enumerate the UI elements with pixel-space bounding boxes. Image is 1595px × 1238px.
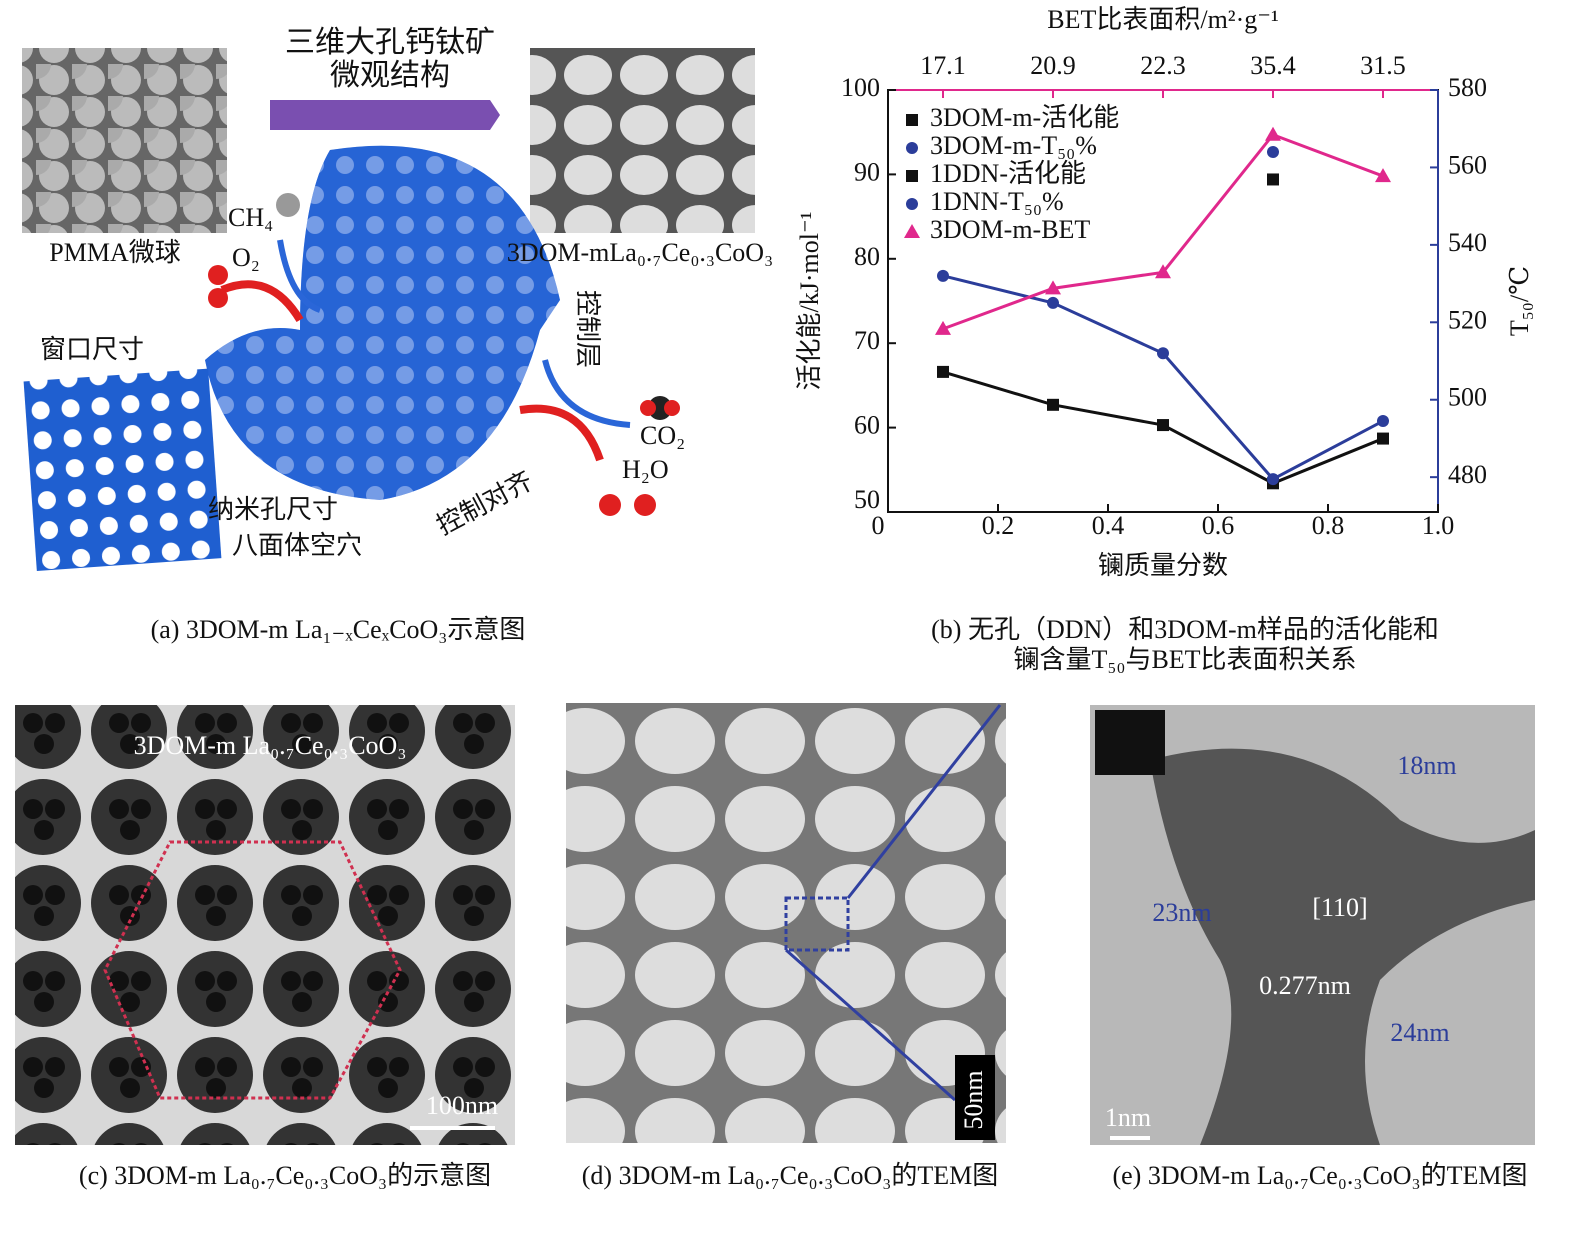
caption: (c) 3DOM-m La₀.₇Ce₀.₃CoO₃的示意图 — [79, 1161, 491, 1190]
y-tick-label: 60 — [854, 411, 880, 440]
marker — [1047, 398, 1059, 411]
x-tick-label: 0.6 — [1202, 511, 1235, 540]
panel-d-image — [566, 703, 1006, 1143]
x-tick-label: 0 — [872, 511, 885, 540]
marker — [1045, 280, 1061, 295]
caption: (e) 3DOM-m La₀.₇Ce₀.₃CoO₃的TEM图 — [1112, 1161, 1527, 1190]
label: 24nm — [1390, 1018, 1449, 1047]
x2-tick-label: 17.1 — [920, 51, 966, 80]
x-tick-label: 0.2 — [982, 511, 1015, 540]
marker — [1157, 347, 1169, 360]
y-tick-label: 100 — [841, 73, 880, 102]
label: 0.277nm — [1259, 971, 1351, 1000]
panel-a-title: 微观结构 — [330, 59, 450, 92]
legend-label: 1DDN-活化能 — [930, 159, 1086, 188]
y2-tick-label: 520 — [1448, 305, 1487, 334]
y-tick-label: 90 — [854, 157, 880, 186]
caption: (b) 无孔（DDN）和3DOM-m样品的活化能和 — [931, 615, 1439, 644]
x2-tick-label: 35.4 — [1250, 51, 1296, 80]
label: 八面体空穴 — [232, 531, 362, 560]
x2-tick-label: 31.5 — [1360, 51, 1406, 80]
y-tick-label: 80 — [854, 242, 880, 271]
x2-axis-label: BET比表面积/m²·g⁻¹ — [1047, 5, 1279, 34]
marker — [935, 320, 951, 335]
legend-marker — [906, 114, 918, 126]
label: 18nm — [1397, 751, 1456, 780]
marker — [1377, 432, 1389, 445]
legend-marker — [906, 142, 918, 154]
y2-axis-label: T₅₀/℃ — [1505, 266, 1534, 336]
marker — [1267, 473, 1279, 486]
marker — [1267, 173, 1279, 186]
x2-tick-label: 22.3 — [1140, 51, 1186, 80]
scale-label: 50nm — [959, 1070, 988, 1129]
y2-tick-label: 500 — [1448, 383, 1487, 412]
label: CH₄ — [228, 203, 273, 232]
marker — [1265, 126, 1281, 141]
label: CO₂ — [640, 421, 685, 450]
marker — [1375, 168, 1391, 183]
label: 控制对齐 — [432, 466, 537, 540]
x-tick-label: 0.4 — [1092, 511, 1125, 540]
y-tick-label: 70 — [854, 326, 880, 355]
x-tick-label: 1.0 — [1422, 511, 1455, 540]
panel-e-image — [1090, 705, 1535, 1145]
caption: 镧含量T₅₀与BET比表面积关系 — [1013, 645, 1356, 674]
label: 3DOM-m La₀.₇Ce₀.₃CoO₃ — [134, 731, 407, 760]
legend-label: 3DOM-m-BET — [930, 215, 1090, 244]
scale-label: 100nm — [426, 1091, 498, 1120]
panel-a-art — [22, 48, 755, 572]
x2-tick-label: 20.9 — [1030, 51, 1076, 80]
legend-marker — [906, 198, 918, 210]
label: 23nm — [1152, 898, 1211, 927]
scale-label: 1nm — [1105, 1103, 1151, 1132]
marker — [1157, 419, 1169, 432]
y-tick-label: 50 — [854, 485, 880, 514]
label: [110] — [1312, 893, 1367, 922]
y-axis-label: 活化能/kJ·mol⁻¹ — [795, 212, 824, 391]
label: 3DOM-mLa₀.₇Ce₀.₃CoO₃ — [507, 238, 773, 267]
chart-b: 0 0.2 0.4 0.6 0.8 1.0 50 60 70 80 90 100 480 500 520 54… — [795, 5, 1534, 674]
series-line — [942, 274, 1384, 481]
caption: (d) 3DOM-m La₀.₇Ce₀.₃CoO₃的TEM图 — [582, 1161, 999, 1190]
x-tick-label: 0.8 — [1312, 511, 1345, 540]
caption: (a) 3DOM-m La₁₋ₓCeₓCoO₃示意图 — [151, 615, 526, 644]
legend-marker — [906, 170, 918, 182]
x-axis-label: 镧质量分数 — [1098, 551, 1228, 580]
legend-label: 3DOM-m-活化能 — [930, 103, 1119, 132]
y2-tick-label: 580 — [1448, 73, 1487, 102]
label: H₂O — [622, 455, 669, 484]
y2-tick-label: 480 — [1448, 460, 1487, 489]
label: 纳米孔尺寸 — [208, 495, 338, 524]
legend-marker — [904, 224, 920, 238]
label: 控制层 — [573, 290, 602, 368]
label: O₂ — [232, 243, 260, 272]
y2-tick-label: 540 — [1448, 228, 1487, 257]
panel-c-image — [15, 705, 515, 1145]
panel-a-title: 三维大孔钙钛矿 — [285, 26, 495, 59]
marker — [1377, 415, 1389, 428]
legend-label: 1DNN-T₅₀% — [930, 187, 1064, 216]
marker — [1047, 296, 1059, 309]
label: 窗口尺寸 — [40, 335, 144, 364]
marker — [937, 269, 949, 282]
marker — [1267, 145, 1279, 158]
marker — [1155, 264, 1171, 279]
label: PMMA微球 — [49, 238, 180, 267]
legend-label: 3DOM-m-T₅₀% — [930, 131, 1097, 160]
marker — [937, 365, 949, 378]
y2-tick-label: 560 — [1448, 150, 1487, 179]
